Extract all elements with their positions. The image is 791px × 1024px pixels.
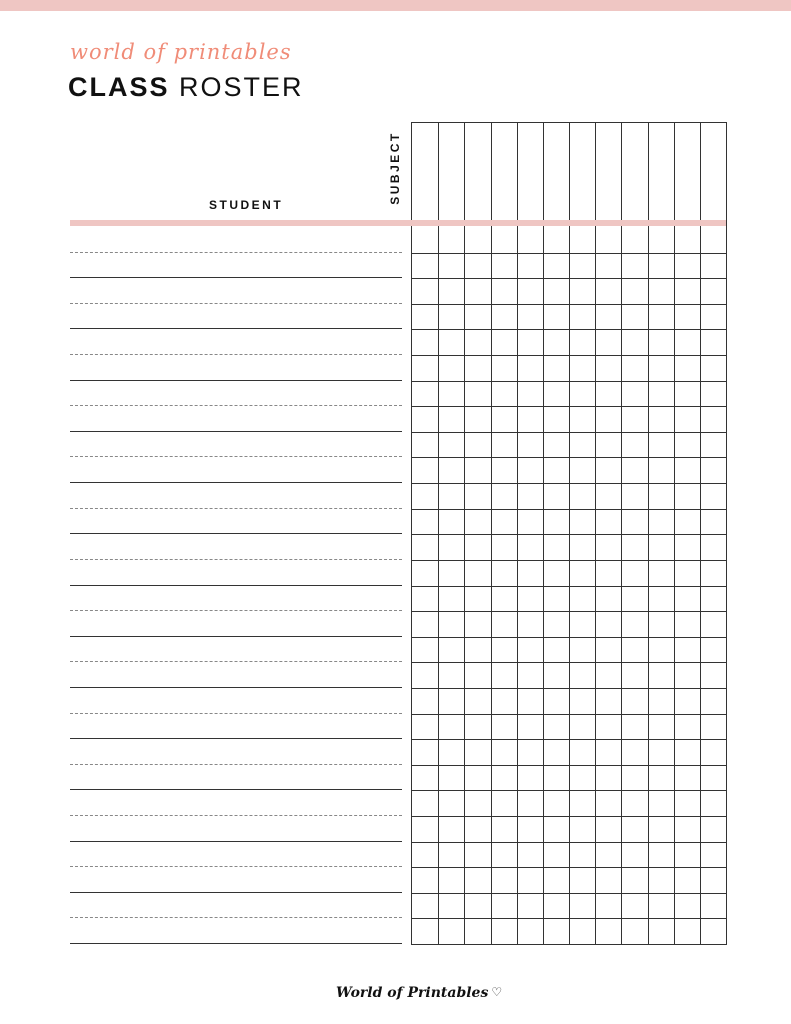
grid-row-line (412, 841, 726, 843)
grid-row-line (412, 303, 726, 305)
grid-row-line (412, 278, 726, 280)
student-guide-line (70, 302, 402, 304)
student-guide-line (70, 763, 402, 765)
grid-row-line (412, 764, 726, 766)
student-guide-line (70, 251, 402, 253)
grid-row-line (412, 508, 726, 510)
grid-row-line (412, 559, 726, 561)
grid-column-line (438, 123, 440, 944)
grid-row-line (412, 867, 726, 869)
grid-column-line (673, 123, 675, 944)
grid-row-line (412, 585, 726, 587)
grid-row-line (412, 815, 726, 817)
student-guide-line (70, 456, 402, 458)
page-title: CLASS ROSTER (68, 72, 304, 103)
grid-row-line (412, 406, 726, 408)
student-entry-line (70, 789, 402, 791)
student-entry-line (70, 891, 402, 893)
student-entry-line (70, 943, 402, 944)
grid-row-line (412, 329, 726, 331)
student-entry-line (70, 584, 402, 586)
student-entry-line (70, 635, 402, 637)
brand-script-logo: world of printables (70, 40, 292, 64)
grid-row-line (412, 252, 726, 254)
student-column-header: STUDENT (209, 198, 284, 212)
grid-row-line (412, 355, 726, 357)
grid-column-line (569, 123, 570, 944)
grid-row-line (412, 892, 726, 894)
grid-row-line (412, 636, 726, 638)
grid-column-line (464, 123, 466, 944)
student-entry-line (70, 277, 402, 279)
grid-row-line (412, 380, 726, 382)
grid-column-line (621, 123, 623, 944)
student-entry-line (70, 379, 402, 381)
grid-column-line (516, 123, 518, 944)
student-entry-line (70, 482, 402, 484)
student-guide-line (70, 712, 402, 714)
grid-row-line (412, 483, 726, 485)
grid-column-line (490, 123, 492, 944)
heart-icon: ♡ (491, 985, 503, 999)
subject-column-header: SUBJECT (388, 131, 402, 205)
student-entry-line (70, 430, 402, 432)
grid-row-line (412, 739, 726, 741)
student-guide-line (70, 354, 402, 356)
grid-column-line (647, 123, 649, 944)
title-light: ROSTER (179, 72, 304, 102)
header-divider-band (70, 220, 726, 226)
footer-logo-text: World of Printables (336, 985, 489, 1001)
footer-logo: World of Printables ♡ (336, 985, 502, 1001)
grid-row-line (412, 713, 726, 715)
grid-column-line (699, 123, 701, 944)
student-entry-line (70, 533, 402, 535)
grid-column-line (595, 123, 597, 944)
top-accent-bar (0, 0, 791, 11)
grid-row-line (412, 687, 726, 689)
student-guide-line (70, 917, 402, 919)
student-guide-line (70, 507, 402, 509)
student-entry-line (70, 686, 402, 688)
title-bold: CLASS (68, 72, 170, 102)
grid-row-line (412, 431, 726, 433)
student-guide-line (70, 405, 402, 407)
grid-row-line (412, 918, 726, 920)
student-entry-line (70, 840, 402, 842)
grid-row-line (412, 534, 726, 536)
student-guide-line (70, 610, 402, 612)
student-guide-line (70, 558, 402, 560)
grid-row-line (412, 611, 726, 613)
grid-row-line (412, 457, 726, 459)
student-guide-line (70, 814, 402, 816)
grid-row-line (412, 790, 726, 792)
grid-column-line (542, 123, 544, 944)
student-entry-line (70, 738, 402, 740)
grid-row-line (412, 662, 726, 664)
subject-grid (411, 122, 727, 945)
student-entry-line (70, 328, 402, 330)
student-guide-line (70, 866, 402, 868)
student-guide-line (70, 661, 402, 663)
